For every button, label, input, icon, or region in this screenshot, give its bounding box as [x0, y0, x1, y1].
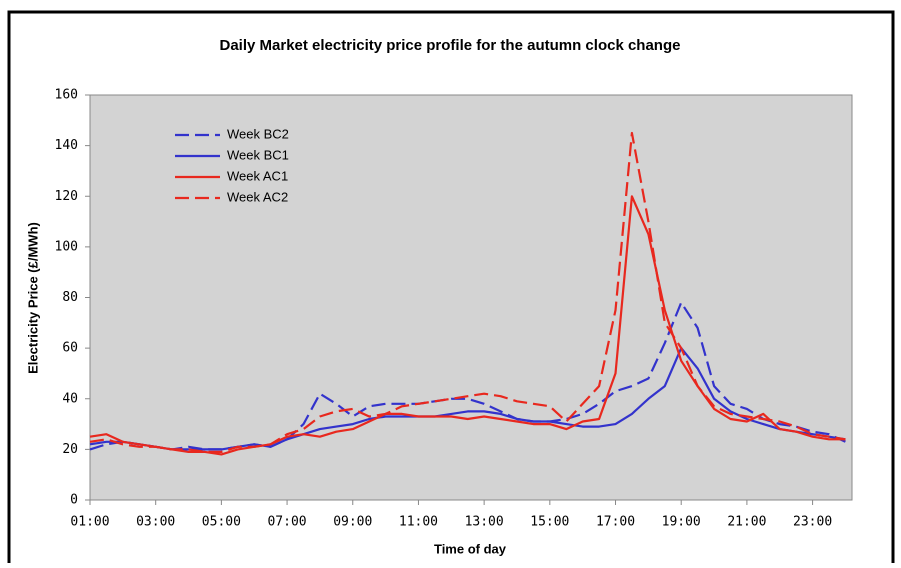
- y-tick-label: 20: [62, 442, 78, 457]
- x-tick-label: 03:00: [136, 515, 175, 530]
- x-tick-label: 01:00: [70, 515, 109, 530]
- legend-label: Week BC1: [227, 147, 289, 162]
- y-tick-label: 40: [62, 391, 78, 406]
- series-line: [89, 195, 846, 456]
- series-line: [89, 347, 846, 451]
- y-tick-label: 100: [55, 239, 78, 254]
- y-tick-label: 160: [55, 88, 78, 103]
- chart-title: Daily Market electricity price profile f…: [220, 37, 681, 54]
- x-tick-label: 09:00: [333, 515, 372, 530]
- y-axis-label: Electricity Price (£/MWh): [25, 222, 40, 374]
- legend-label: Week BC2: [227, 126, 289, 141]
- y-tick-label: 120: [55, 189, 78, 204]
- x-axis-label: Time of day: [434, 541, 507, 556]
- legend-label: Week AC1: [227, 168, 288, 183]
- x-tick-label: 17:00: [596, 515, 635, 530]
- x-tick-label: 11:00: [399, 515, 438, 530]
- x-tick-label: 07:00: [267, 515, 306, 530]
- x-tick-label: 13:00: [465, 515, 504, 530]
- y-tick-label: 0: [70, 493, 78, 508]
- y-tick-label: 80: [62, 290, 78, 305]
- x-tick-label: 15:00: [530, 515, 569, 530]
- x-tick-label: 05:00: [202, 515, 241, 530]
- x-tick-label: 23:00: [793, 515, 832, 530]
- y-tick-label: 60: [62, 341, 78, 356]
- x-tick-label: 21:00: [727, 515, 766, 530]
- plot-area: [89, 94, 853, 501]
- y-tick-label: 140: [55, 138, 78, 153]
- legend-label: Week AC2: [227, 189, 288, 204]
- x-tick-label: 19:00: [662, 515, 701, 530]
- series-line: [89, 131, 846, 453]
